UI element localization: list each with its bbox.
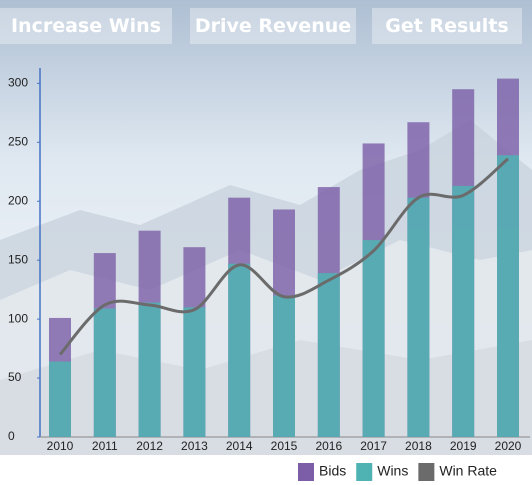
bar [452, 186, 474, 437]
x-tick-label: 2014 [226, 439, 253, 453]
page: 0 50 100 150 200 250 300 2010 2011 2012 2013 2014 20… [0, 0, 532, 485]
y-tick-label: 300 [8, 75, 28, 89]
legend-label: Wins [377, 463, 408, 479]
nav-button[interactable]: Drive Revenue [190, 8, 356, 44]
nav-button[interactable]: Get Results [372, 8, 522, 44]
bar [94, 308, 116, 437]
y-tick-label: 100 [8, 311, 28, 325]
x-tick-label: 2016 [315, 439, 342, 453]
legend-label: Win Rate [439, 463, 497, 479]
x-tick-label: 2020 [495, 439, 522, 453]
bar [497, 155, 519, 437]
legend-label: Bids [319, 463, 346, 479]
nav-button[interactable]: Increase Wins [0, 8, 172, 44]
y-tick-label: 200 [8, 193, 28, 207]
x-tick-label: 2013 [181, 439, 208, 453]
chart: 0 50 100 150 200 250 300 2010 2011 2012 2013 2014 20… [0, 0, 532, 485]
x-tick-label: 2015 [271, 439, 298, 453]
x-tick-label: 2010 [47, 439, 74, 453]
x-tick-label: 2018 [405, 439, 432, 453]
y-tick-label: 50 [8, 370, 22, 384]
y-tick-label: 0 [8, 429, 15, 443]
x-tick-label: 2019 [450, 439, 477, 453]
bar [363, 240, 385, 437]
bar [183, 307, 205, 437]
bar [407, 198, 429, 437]
y-tick-label: 150 [8, 252, 28, 266]
legend-swatch [418, 463, 434, 481]
bar [139, 303, 161, 437]
bar [49, 362, 71, 437]
legend-swatch [356, 463, 372, 481]
y-tick-label: 250 [8, 134, 28, 148]
x-tick-label: 2017 [360, 439, 387, 453]
nav-bar: Increase Wins Drive Revenue Get Results [0, 8, 532, 46]
bar [228, 264, 250, 437]
bar [318, 273, 340, 437]
x-tick-label: 2012 [136, 439, 163, 453]
bar [273, 296, 295, 437]
x-tick-label: 2011 [92, 439, 118, 453]
legend-swatch [298, 463, 314, 481]
